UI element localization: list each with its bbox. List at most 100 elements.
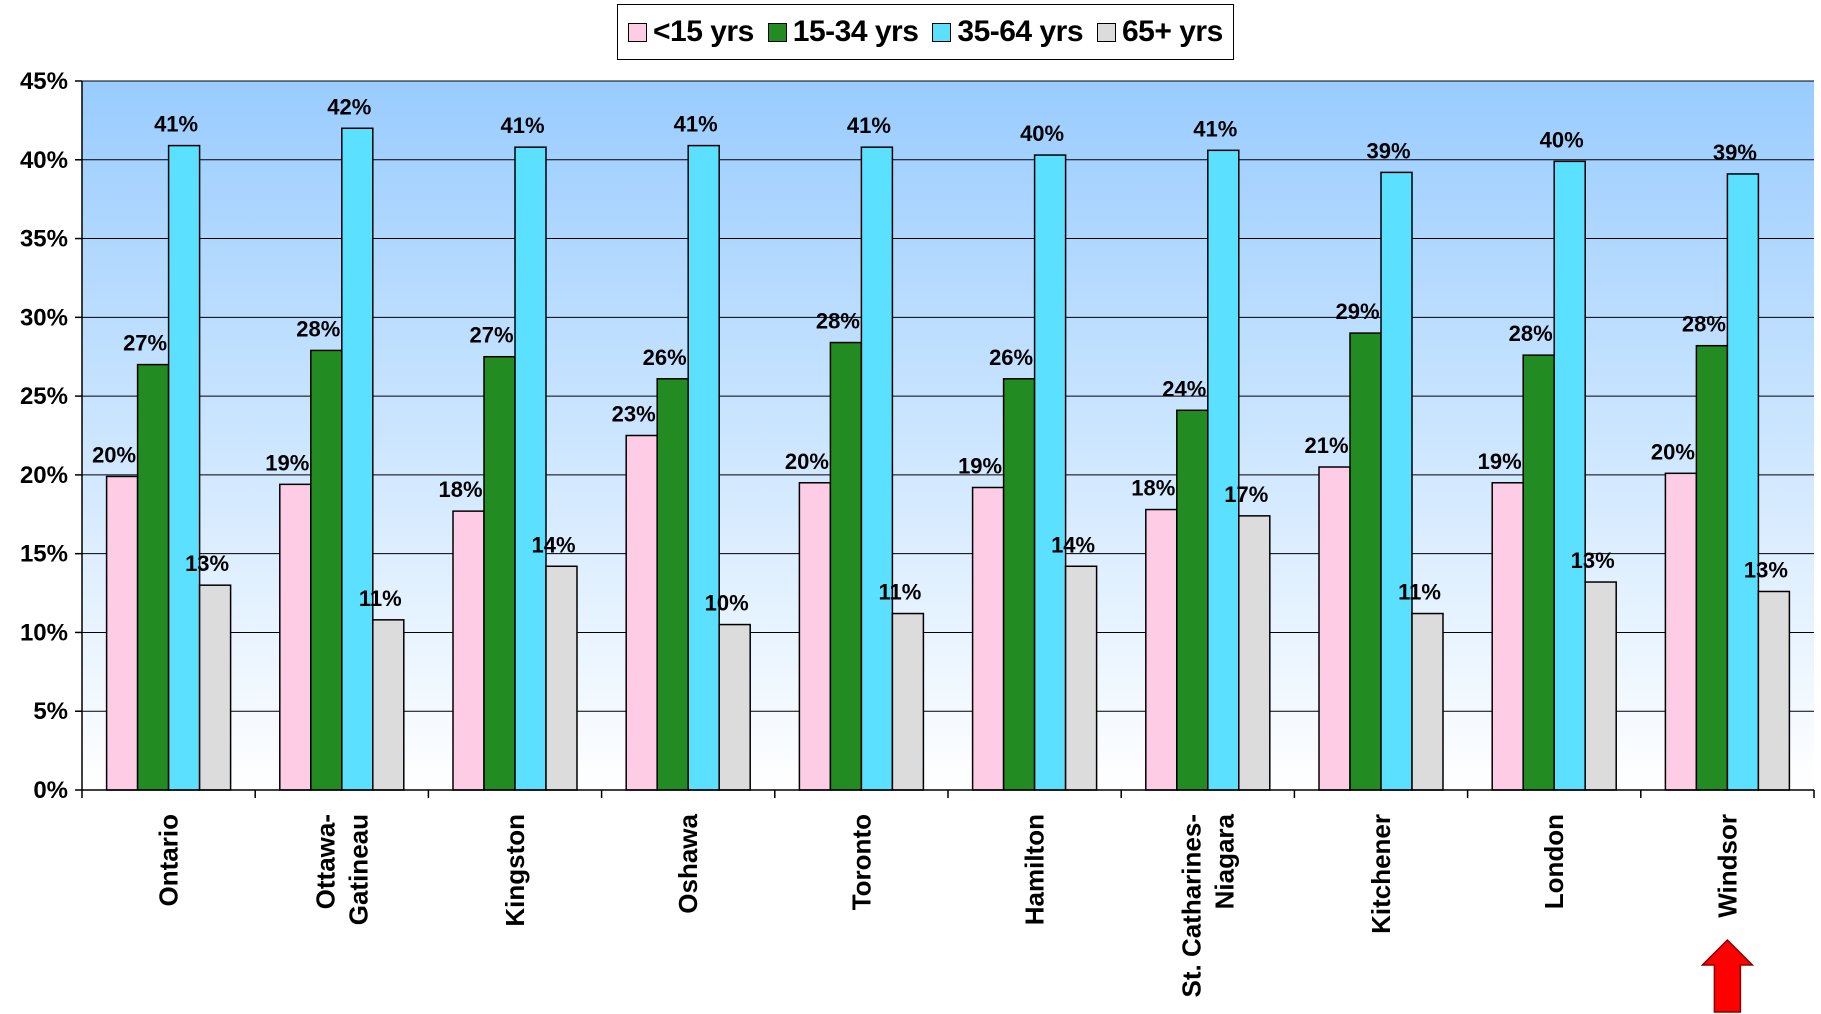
data-label: 10% — [705, 591, 749, 616]
legend-label-15-34: 15-34 yrs — [792, 15, 919, 48]
x-tick-label: Niagara — [1209, 813, 1239, 909]
bar — [1176, 409, 1209, 791]
data-label: 40% — [1540, 127, 1584, 152]
bars — [105, 127, 1791, 791]
data-label: 19% — [1478, 449, 1522, 474]
y-tick-label: 30% — [20, 304, 68, 331]
bar — [167, 144, 201, 791]
x-tick-label: Windsor — [1712, 814, 1742, 918]
bar — [1064, 565, 1098, 791]
data-label: 20% — [1651, 439, 1695, 464]
data-label: 27% — [123, 331, 167, 356]
data-labels: 20% 27% 41% 13% 19% 28% 42% 11% 18% 27% 41% 14% 23% 2… — [92, 94, 1788, 615]
legend-swatch-15-34 — [767, 22, 787, 42]
bar — [514, 146, 547, 791]
bar — [891, 612, 925, 791]
bar — [1522, 354, 1555, 791]
bar — [1380, 171, 1413, 791]
data-label: 23% — [612, 402, 656, 427]
axes — [75, 80, 1815, 798]
x-tick-label: Kitchener — [1366, 814, 1396, 934]
data-label: 39% — [1366, 138, 1410, 163]
x-tick-label: St. Catharines- — [1176, 814, 1206, 998]
data-label: 11% — [359, 586, 402, 611]
bar — [656, 378, 689, 791]
legend-swatch-under-15 — [628, 22, 647, 42]
data-label: 28% — [1509, 321, 1553, 346]
x-tick-label: Gatineau — [343, 814, 373, 925]
data-label: 13% — [1571, 548, 1615, 573]
legend-label-35-64: 35-64 yrs — [957, 15, 1083, 48]
bar — [1757, 590, 1791, 791]
x-tick-label: Hamilton — [1020, 814, 1050, 925]
legend: <15 yrs 15-34 yrs 35-64 yrs 65+ yrs — [617, 4, 1234, 60]
y-tick-label: 25% — [20, 383, 68, 410]
tick-labels: 0% 5% 10% 15% 20% 25% 30% 35% 40% 45% Ontario Ottaw… — [20, 68, 1742, 998]
legend-item-65-plus: 65+ yrs — [1097, 15, 1223, 49]
legend-item-35-64: 35-64 yrs — [932, 15, 1083, 49]
bar — [1349, 332, 1382, 791]
y-tick-label: 20% — [20, 462, 68, 489]
data-label: 41% — [674, 112, 718, 137]
legend-swatch-35-64 — [932, 22, 952, 42]
data-label: 27% — [469, 323, 513, 348]
bar — [1553, 160, 1586, 791]
bar — [1411, 612, 1444, 791]
bar — [1584, 581, 1617, 791]
data-label: 28% — [296, 316, 340, 341]
legend-label-under-15: <15 yrs — [653, 15, 754, 48]
bar — [279, 483, 312, 791]
data-label: 19% — [265, 450, 309, 475]
data-label: 11% — [878, 580, 921, 605]
data-label: 28% — [1682, 312, 1726, 337]
y-tick-label: 45% — [20, 68, 68, 95]
bar — [1002, 378, 1036, 791]
x-tick-label: London — [1539, 814, 1569, 909]
bar — [1491, 482, 1524, 791]
legend-item-15-34: 15-34 yrs — [767, 15, 919, 49]
highlight-marker — [1700, 938, 1755, 1013]
data-label: 28% — [816, 309, 860, 334]
data-label: 41% — [154, 112, 198, 137]
y-tick-label: 0% — [33, 777, 68, 804]
bar — [625, 434, 658, 791]
bar — [1726, 173, 1760, 791]
bar — [718, 623, 751, 791]
data-label: 41% — [500, 113, 544, 138]
bar — [1033, 154, 1067, 791]
bar — [1664, 472, 1698, 791]
data-label: 11% — [1398, 580, 1441, 605]
y-tick-label: 40% — [20, 147, 68, 174]
bar — [105, 475, 139, 791]
data-label: 41% — [847, 113, 891, 138]
data-label: 42% — [327, 94, 371, 119]
bar — [310, 349, 343, 791]
bar — [829, 341, 863, 791]
bar — [452, 510, 485, 791]
data-label: 41% — [1193, 116, 1237, 141]
bar — [483, 355, 516, 791]
bar — [198, 584, 232, 791]
data-label: 26% — [989, 345, 1033, 370]
data-label: 18% — [438, 477, 482, 502]
bar — [545, 565, 578, 791]
data-label: 18% — [1131, 476, 1175, 501]
bar — [860, 146, 894, 791]
data-label: 17% — [1224, 482, 1268, 507]
data-label: 24% — [1162, 376, 1206, 401]
y-tick-label: 5% — [33, 698, 68, 725]
legend-swatch-65-plus — [1097, 22, 1116, 42]
bar — [136, 363, 170, 791]
data-label: 40% — [1020, 121, 1064, 146]
data-label: 13% — [1744, 557, 1788, 582]
y-tick-label: 10% — [20, 619, 68, 646]
bar — [798, 482, 832, 791]
bar — [341, 127, 374, 791]
data-label: 21% — [1304, 433, 1348, 458]
bar — [1695, 344, 1729, 791]
x-tick-label: Toronto — [846, 814, 876, 910]
data-label: 14% — [531, 532, 575, 557]
bar — [971, 486, 1005, 791]
bar — [1238, 515, 1271, 791]
